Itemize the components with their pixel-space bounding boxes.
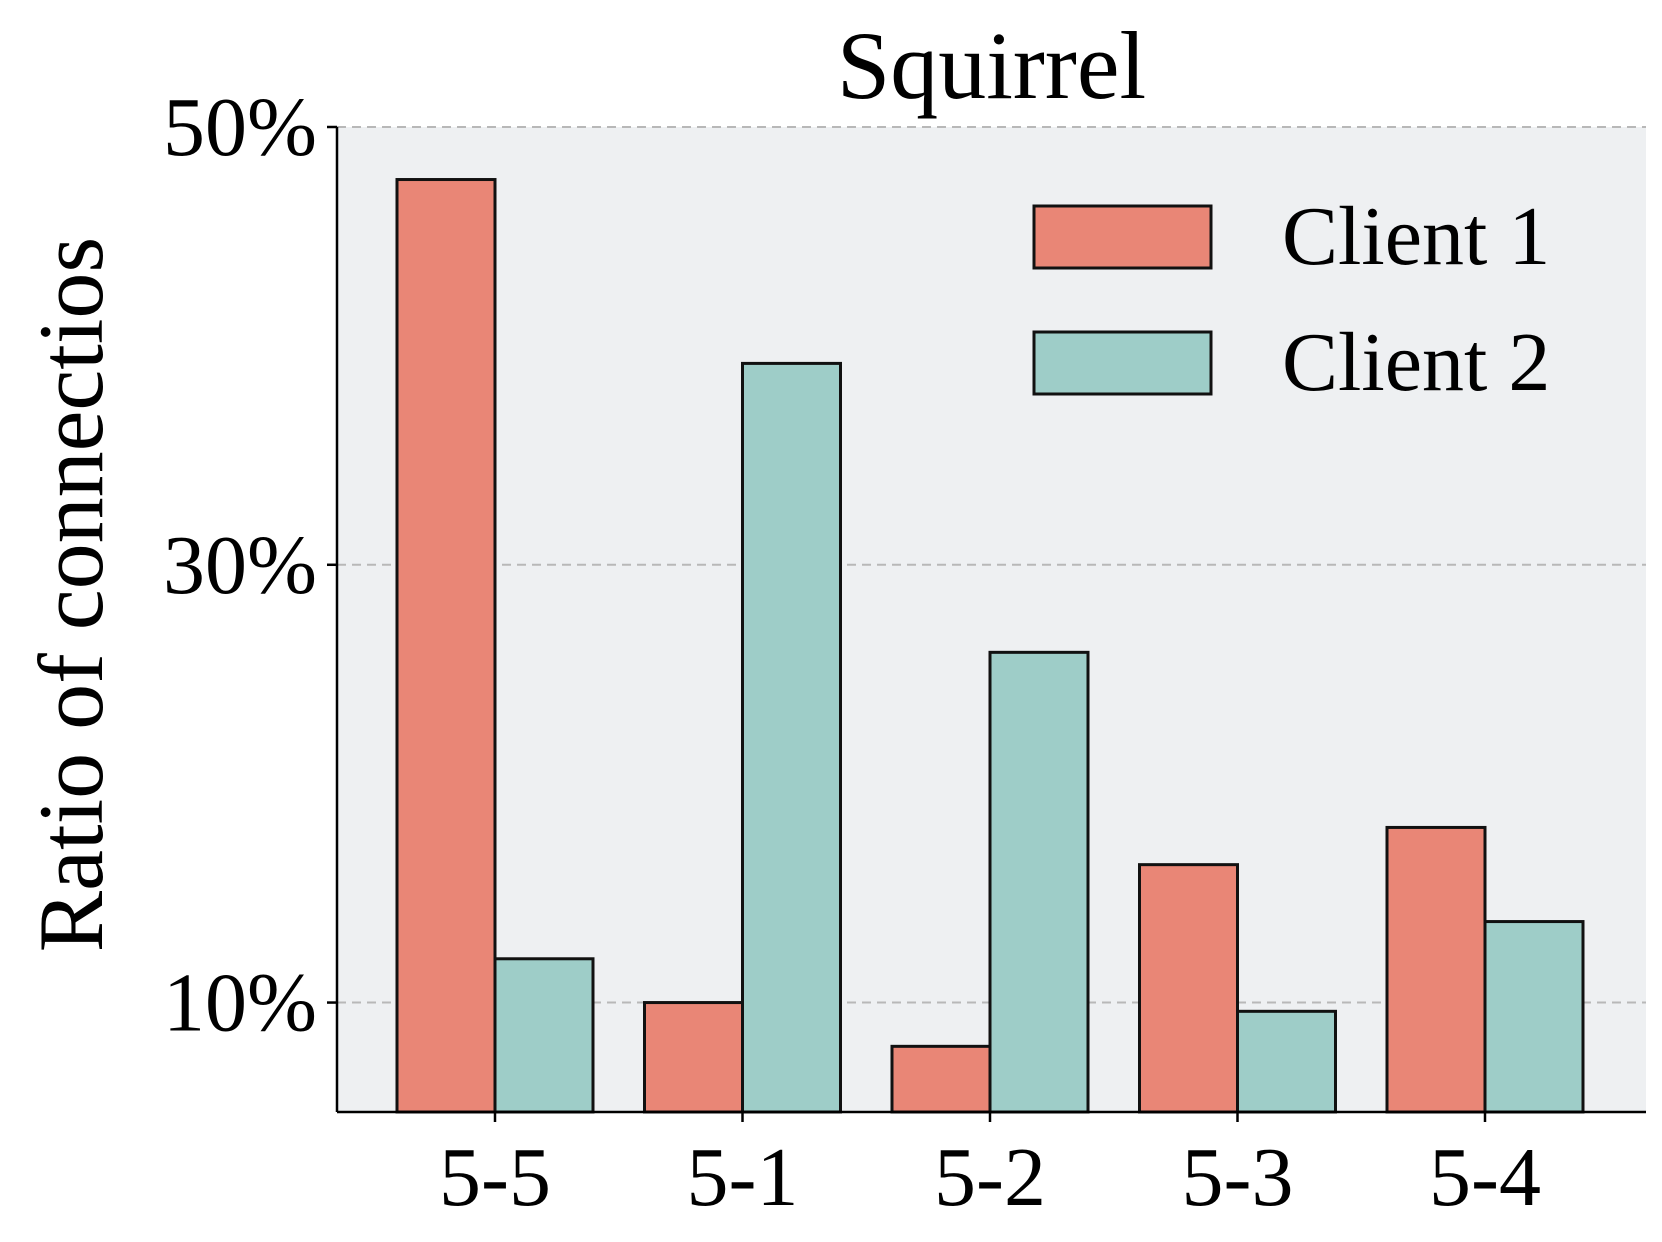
bar-client-2-5-2 <box>988 650 1090 1114</box>
bar-client-1-5-4 <box>1385 825 1487 1114</box>
x-tick-label: 5-1 <box>687 1131 799 1224</box>
x-tick-label: 5-4 <box>1429 1131 1541 1224</box>
legend-label: Client 1 <box>1282 190 1550 283</box>
bar-client-2-5-3 <box>1236 1009 1337 1114</box>
bar-client-1-5-2 <box>890 1044 992 1114</box>
chart-title: Squirrel <box>837 12 1146 119</box>
bars <box>395 178 1585 1114</box>
y-tick-label: 50% <box>163 81 317 174</box>
legend-swatch <box>1032 204 1213 270</box>
y-tick-label: 30% <box>163 519 317 612</box>
x-tick-label: 5-5 <box>439 1131 551 1224</box>
bar-client-1-5-3 <box>1138 863 1239 1114</box>
axes <box>335 127 1646 1114</box>
x-tick-label: 5-2 <box>934 1131 1046 1224</box>
legend-label: Client 2 <box>1282 316 1550 409</box>
x-tick-label: 5-3 <box>1182 1131 1294 1224</box>
legend-swatch <box>1032 330 1213 396</box>
bar-client-1-5-1 <box>643 1001 744 1114</box>
bar-client-2-5-1 <box>741 361 842 1114</box>
bar-client-2-5-5 <box>493 957 595 1114</box>
y-tick-label: 10% <box>163 957 317 1050</box>
bar-client-2-5-4 <box>1483 920 1585 1114</box>
y-ticks: 10% 30% 50% <box>163 81 337 1050</box>
y-axis-label: Ratio of connectios <box>20 237 122 952</box>
legend: Client 1 Client 2 <box>1032 190 1550 409</box>
bar-client-1-5-5 <box>395 178 497 1114</box>
x-ticks: 5-5 5-1 5-2 5-3 5-4 <box>439 1112 1541 1224</box>
